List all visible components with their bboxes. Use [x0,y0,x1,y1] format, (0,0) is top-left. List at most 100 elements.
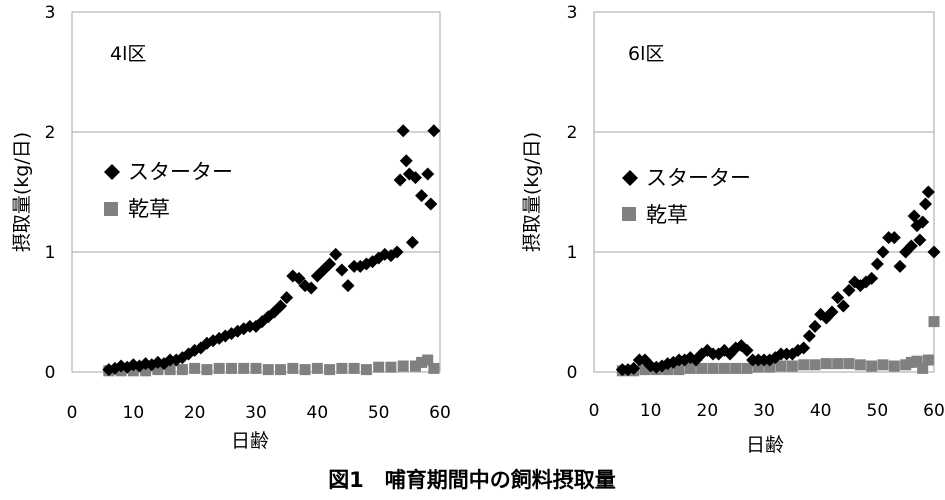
x-tick-label: 50 [368,403,390,423]
y-axis-title: 摂取量(kg/日) [11,132,33,252]
chart-4l: 0 1 2 3 0 10 20 30 40 50 60 4l区 摂取量(kg/日) 日齢 スタータ… [11,3,451,452]
starter-point [921,185,935,199]
hay-point [888,360,900,372]
hay-point [764,361,776,373]
hay-point [275,364,287,376]
hay-point [140,365,152,377]
hay-point [225,362,237,374]
starter-point [280,291,294,305]
starter-point [887,231,901,245]
hay-point [164,364,176,376]
x-tick-label: 50 [867,401,889,421]
hay-point [928,316,940,328]
hay-point [360,364,372,376]
hay-point [416,356,428,368]
hay-point [866,360,878,372]
y-tick-label: 3 [567,3,578,23]
panel-label: 4l区 [110,43,146,65]
hay-point [385,361,397,373]
hay-point [422,354,434,366]
y-tick-label: 2 [45,123,56,143]
starter-point [893,259,907,273]
hay-point [854,359,866,371]
x-tick-label: 40 [810,401,832,421]
starter-point [393,173,407,187]
legend: スターター 乾草 [622,166,751,227]
hay-point [213,362,225,374]
hay-point [917,362,929,374]
starter-point [341,279,355,293]
starter-point [424,197,438,211]
legend-marker-starter [104,164,120,180]
starter-point [927,245,941,259]
hay-point [299,364,311,376]
y-tick-label: 1 [567,243,578,263]
starter-point [913,233,927,247]
starter-point [415,189,429,203]
starter-point [825,305,839,319]
starter-point [329,247,343,261]
y-tick-label: 0 [45,363,56,383]
y-axis-title: 摂取量(kg/日) [521,132,543,252]
hay-point [718,362,730,374]
y-tick-labels: 0 1 2 3 [45,3,56,383]
legend-label-starter: スターター [128,160,233,184]
hay-point [696,362,708,374]
x-tick-label: 40 [307,403,329,423]
hay-point [373,361,385,373]
hay-point [832,358,844,370]
hay-point [775,360,787,372]
hay-point [752,361,764,373]
starter-point [904,239,918,253]
starter-point [405,235,419,249]
hay-point [324,364,336,376]
hay-point [238,362,250,374]
x-tick-labels: 0 10 20 30 40 50 60 [589,401,945,421]
hay-point [201,364,213,376]
starter-point [808,319,822,333]
data-marks [615,185,941,377]
figure-caption: 図1 哺育期間中の飼料摂取量 [328,468,616,492]
legend-label-hay: 乾草 [646,203,688,227]
starter-point [916,215,930,229]
hay-point [911,355,923,367]
hay-point [900,359,912,371]
hay-point [152,364,164,376]
starter-point [836,299,850,313]
x-tick-label: 10 [640,401,662,421]
hay-point [707,362,719,374]
hay-point [428,362,440,374]
x-tick-label: 0 [67,403,78,423]
x-tick-label: 60 [923,401,945,421]
x-axis-title: 日齢 [746,434,784,456]
starter-point [390,245,404,259]
starter-point [421,167,435,181]
starter-point [797,341,811,355]
gridlines [72,131,440,253]
x-tick-label: 60 [429,403,451,423]
y-tick-labels: 0 1 2 3 [567,3,578,383]
hay-point [877,359,889,371]
x-tick-label: 10 [123,403,145,423]
hay-point [176,364,188,376]
hay-point [311,362,323,374]
starter-point [427,124,441,138]
starter-point [323,257,337,271]
starter-point [842,283,856,297]
panel-label: 6l区 [628,43,664,65]
legend-marker-hay [622,207,636,221]
hay-point [684,362,696,374]
hay-point [820,358,832,370]
starter-point [740,343,754,357]
data-marks [102,124,441,377]
hay-point [336,362,348,374]
starter-point [627,361,641,375]
starter-point [408,171,422,185]
starter-point [399,154,413,168]
hay-point [189,362,201,374]
x-tick-label: 30 [753,401,775,421]
starter-point [865,271,879,285]
hay-point [262,364,274,376]
plot-area-frame [593,11,935,373]
